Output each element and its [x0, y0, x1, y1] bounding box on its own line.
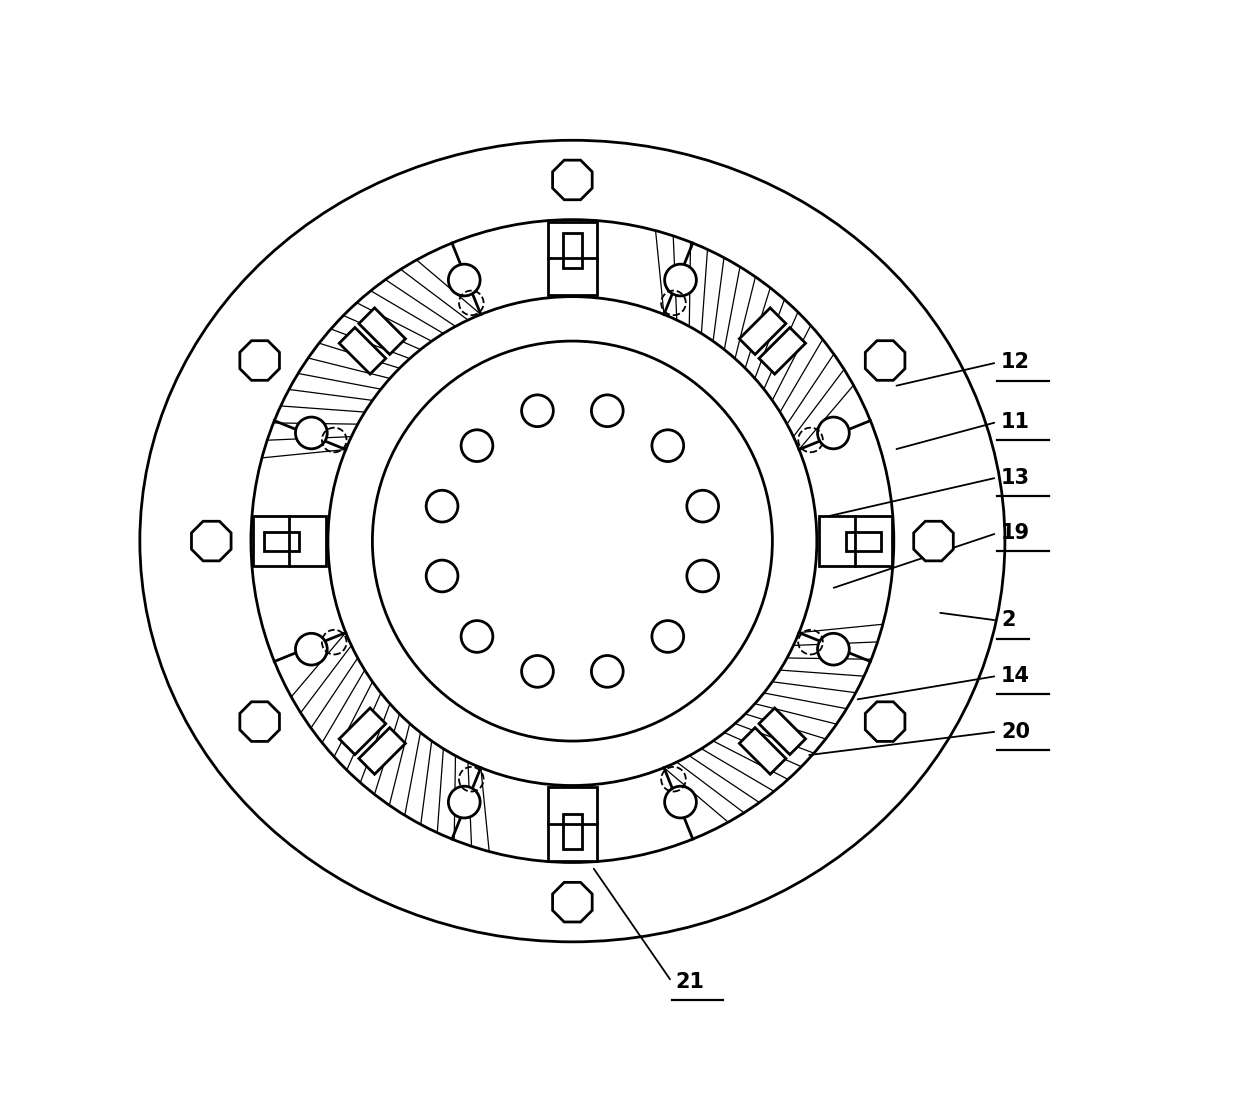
- Polygon shape: [340, 708, 386, 754]
- Polygon shape: [358, 728, 405, 774]
- Circle shape: [817, 634, 849, 665]
- Circle shape: [652, 620, 683, 652]
- Text: 12: 12: [1001, 352, 1030, 372]
- Polygon shape: [739, 728, 786, 774]
- Circle shape: [687, 560, 718, 592]
- Circle shape: [427, 560, 458, 592]
- Polygon shape: [818, 516, 892, 565]
- Circle shape: [817, 417, 849, 449]
- Circle shape: [665, 265, 697, 295]
- Text: 20: 20: [1001, 721, 1030, 741]
- Circle shape: [522, 656, 553, 687]
- Circle shape: [295, 417, 327, 449]
- Polygon shape: [759, 708, 806, 754]
- Polygon shape: [253, 516, 326, 565]
- Polygon shape: [866, 702, 905, 741]
- Circle shape: [665, 786, 697, 818]
- Circle shape: [687, 491, 718, 522]
- Circle shape: [372, 341, 773, 741]
- Circle shape: [295, 634, 327, 665]
- Polygon shape: [191, 522, 231, 561]
- Text: 13: 13: [1001, 468, 1030, 488]
- Polygon shape: [866, 340, 905, 380]
- Polygon shape: [553, 883, 593, 922]
- Circle shape: [449, 786, 480, 818]
- Polygon shape: [553, 160, 593, 200]
- Circle shape: [522, 395, 553, 427]
- Polygon shape: [358, 307, 405, 355]
- Polygon shape: [759, 327, 806, 374]
- Text: 2: 2: [1001, 610, 1016, 630]
- Text: 14: 14: [1001, 666, 1030, 686]
- Circle shape: [449, 265, 480, 295]
- Polygon shape: [739, 307, 786, 355]
- Polygon shape: [239, 340, 279, 380]
- Polygon shape: [548, 787, 596, 861]
- Text: 11: 11: [1001, 412, 1030, 432]
- Circle shape: [427, 491, 458, 522]
- Circle shape: [461, 429, 492, 461]
- Circle shape: [591, 395, 624, 427]
- Polygon shape: [548, 222, 596, 294]
- Circle shape: [652, 429, 683, 461]
- Circle shape: [461, 620, 492, 652]
- Polygon shape: [914, 522, 954, 561]
- Text: 21: 21: [676, 972, 704, 991]
- Circle shape: [591, 656, 624, 687]
- Polygon shape: [340, 327, 386, 374]
- Text: 19: 19: [1001, 523, 1030, 544]
- Polygon shape: [239, 702, 279, 741]
